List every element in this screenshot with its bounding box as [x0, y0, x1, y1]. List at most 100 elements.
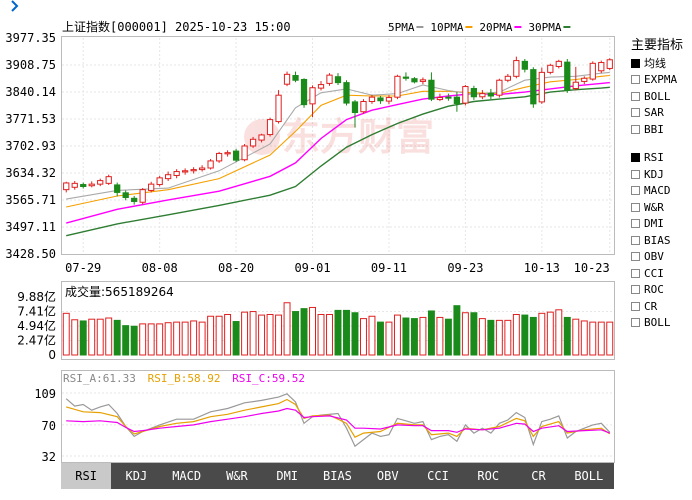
checkbox[interactable]: [631, 318, 640, 328]
candle-body: [198, 167, 206, 171]
volume-bar: [368, 315, 376, 356]
tab-dmi[interactable]: DMI: [276, 469, 299, 483]
indicator-label: EXPMA: [644, 73, 678, 87]
volume-bar: [461, 312, 469, 356]
sidebar-title: 主要指标: [631, 38, 684, 53]
main-indicator-expma[interactable]: EXPMA: [631, 72, 692, 89]
indicator-label: ROC: [644, 283, 664, 297]
candle-body: [224, 152, 231, 155]
candle-body: [496, 79, 503, 96]
volume-bar: [478, 318, 486, 356]
candle-body: [182, 170, 189, 173]
volume-bar: [512, 313, 520, 356]
candle-body: [487, 92, 494, 97]
sub-indicator-dmi[interactable]: DMI: [631, 216, 692, 233]
candle-body: [351, 101, 359, 114]
volume-bar: [597, 321, 605, 356]
tab-roc[interactable]: ROC: [477, 469, 500, 483]
tab-bias[interactable]: BIAS: [323, 469, 352, 483]
main-indicator-bbi[interactable]: BBI: [631, 121, 692, 138]
volume-bar: [504, 319, 512, 356]
ma-legend-label: 30PMA: [528, 21, 561, 34]
tab-cci[interactable]: CCI: [427, 469, 449, 483]
candles: [63, 56, 613, 205]
volume-bar: [88, 318, 96, 356]
sub-indicator-roc[interactable]: ROC: [631, 282, 692, 299]
indicator-sidebar: 主要指标 均线 EXPMA BOLL SAR BBI RSI KDJ MACD W&R DMI B…: [625, 34, 692, 331]
checkbox[interactable]: [631, 58, 640, 68]
volume-bar: [190, 320, 198, 356]
sub-indicator-cci[interactable]: CCI: [631, 265, 692, 282]
volume-bar: [529, 316, 537, 356]
checkbox[interactable]: [631, 219, 640, 229]
checkbox[interactable]: [631, 268, 640, 278]
checkbox[interactable]: [631, 301, 640, 311]
candle-body: [258, 134, 265, 141]
tab-rsi[interactable]: RSI: [61, 463, 112, 489]
sub-indicator-w-r[interactable]: W&R: [631, 199, 692, 216]
rsi-b-line: [66, 398, 611, 438]
checkbox[interactable]: [631, 75, 640, 85]
candle-body: [292, 75, 299, 81]
main-indicator-sar[interactable]: SAR: [631, 105, 692, 122]
tab-kdj[interactable]: KDJ: [125, 469, 148, 483]
tab-w-r[interactable]: W&R: [226, 469, 248, 483]
tab-cr[interactable]: CR: [531, 469, 546, 483]
checkbox[interactable]: [631, 285, 640, 295]
sub-indicator-rsi[interactable]: RSI: [631, 150, 692, 167]
checkbox[interactable]: [631, 124, 640, 134]
candle-body: [606, 59, 613, 69]
indicator-label: BOLL: [644, 316, 671, 330]
volume-bar: [606, 321, 614, 356]
candle-body: [283, 73, 291, 85]
tab-boll[interactable]: BOLL: [574, 469, 604, 483]
tab-macd[interactable]: MACD: [172, 469, 202, 483]
sub-indicator-kdj[interactable]: KDJ: [631, 166, 692, 183]
checkbox[interactable]: [631, 169, 640, 179]
sub-indicator-macd[interactable]: MACD: [631, 183, 692, 200]
candle-body: [122, 192, 129, 199]
candle-body: [428, 79, 435, 100]
checkbox[interactable]: [631, 202, 640, 212]
price-tick-label: 3497.11: [5, 220, 56, 234]
volume-bar: [572, 318, 580, 356]
checkbox[interactable]: [631, 252, 640, 262]
candle-body: [394, 75, 401, 98]
volume-bar: [249, 311, 257, 356]
sub-indicator-bias[interactable]: BIAS: [631, 232, 692, 249]
checkbox[interactable]: [631, 91, 640, 101]
candle-body: [309, 87, 316, 105]
checkbox[interactable]: [631, 153, 640, 163]
volume-bar: [402, 317, 410, 356]
rsi-tick-label: 70: [42, 419, 56, 433]
main-indicator--[interactable]: 均线: [631, 55, 692, 72]
volume-bar: [538, 312, 546, 356]
rsi-axis: 109 70 32: [34, 387, 56, 464]
checkbox[interactable]: [631, 235, 640, 245]
candle-body: [97, 180, 104, 185]
price-tick-label: 3702.93: [5, 139, 56, 153]
candle-body: [139, 189, 146, 203]
candle-body: [326, 74, 333, 84]
checkbox[interactable]: [631, 108, 640, 118]
ma-legend-label: 20PMA: [479, 21, 512, 34]
price-tick-label: 3977.35: [5, 31, 56, 45]
checkbox[interactable]: [631, 186, 640, 196]
sub-indicator-cr[interactable]: CR: [631, 298, 692, 315]
indicator-label: W&R: [644, 200, 664, 214]
rsi-panel[interactable]: [61, 370, 615, 463]
sub-indicator-obv[interactable]: OBV: [631, 249, 692, 266]
sub-indicator-boll[interactable]: BOLL: [631, 315, 692, 332]
tab-obv[interactable]: OBV: [376, 469, 399, 483]
volume-bar: [563, 316, 571, 356]
date-tick-label: 10-13: [524, 261, 560, 275]
candle-body: [470, 88, 478, 98]
candle-body: [165, 174, 172, 180]
volume-bar: [275, 314, 283, 356]
rsi-c-line: [66, 407, 611, 434]
rsi-legend-label: RSI_A:61.33: [63, 372, 136, 385]
candle-body: [207, 160, 214, 169]
main-indicator-boll[interactable]: BOLL: [631, 88, 692, 105]
